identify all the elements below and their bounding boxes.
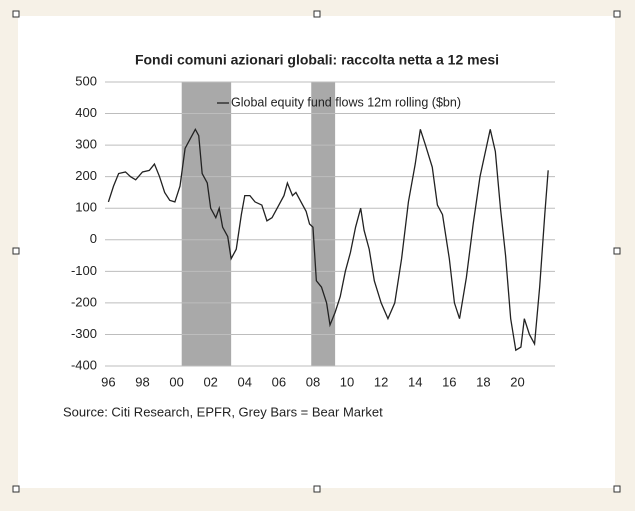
legend-label: Global equity fund flows 12m rolling ($b… [231,95,461,109]
x-tick-label: 20 [510,374,524,389]
y-tick-label: -400 [71,357,97,372]
y-tick-label: 400 [75,105,97,120]
x-tick-label: 16 [442,374,456,389]
y-tick-label: 0 [90,231,97,246]
selection-handles [12,10,621,493]
source-note: Source: Citi Research, EPFR, Grey Bars =… [63,404,383,419]
y-tick-label: 500 [75,73,97,88]
x-tick-label: 02 [203,374,217,389]
x-tick-label: 00 [169,374,183,389]
x-tick-label: 14 [408,374,422,389]
bear-market-bar [311,82,336,366]
y-tick-label: -300 [71,326,97,341]
x-tick-label: 12 [374,374,388,389]
series-line [107,127,549,352]
x-tick-label: 18 [476,374,490,389]
y-tick-label: 200 [75,168,97,183]
x-tick-label: 08 [306,374,320,389]
y-tick-label: 100 [75,200,97,215]
y-tick-label: -100 [71,263,97,278]
x-tick-label: 06 [272,374,286,389]
x-tick-label: 96 [101,374,115,389]
x-tick-label: 10 [340,374,354,389]
chart-title: Fondi comuni azionari globali: raccolta … [135,52,499,68]
y-tick-label: 300 [75,137,97,152]
bear-market-bar [181,82,232,366]
y-tick-label: -200 [71,294,97,309]
x-tick-label: 98 [135,374,149,389]
x-tick-label: 04 [238,374,252,389]
